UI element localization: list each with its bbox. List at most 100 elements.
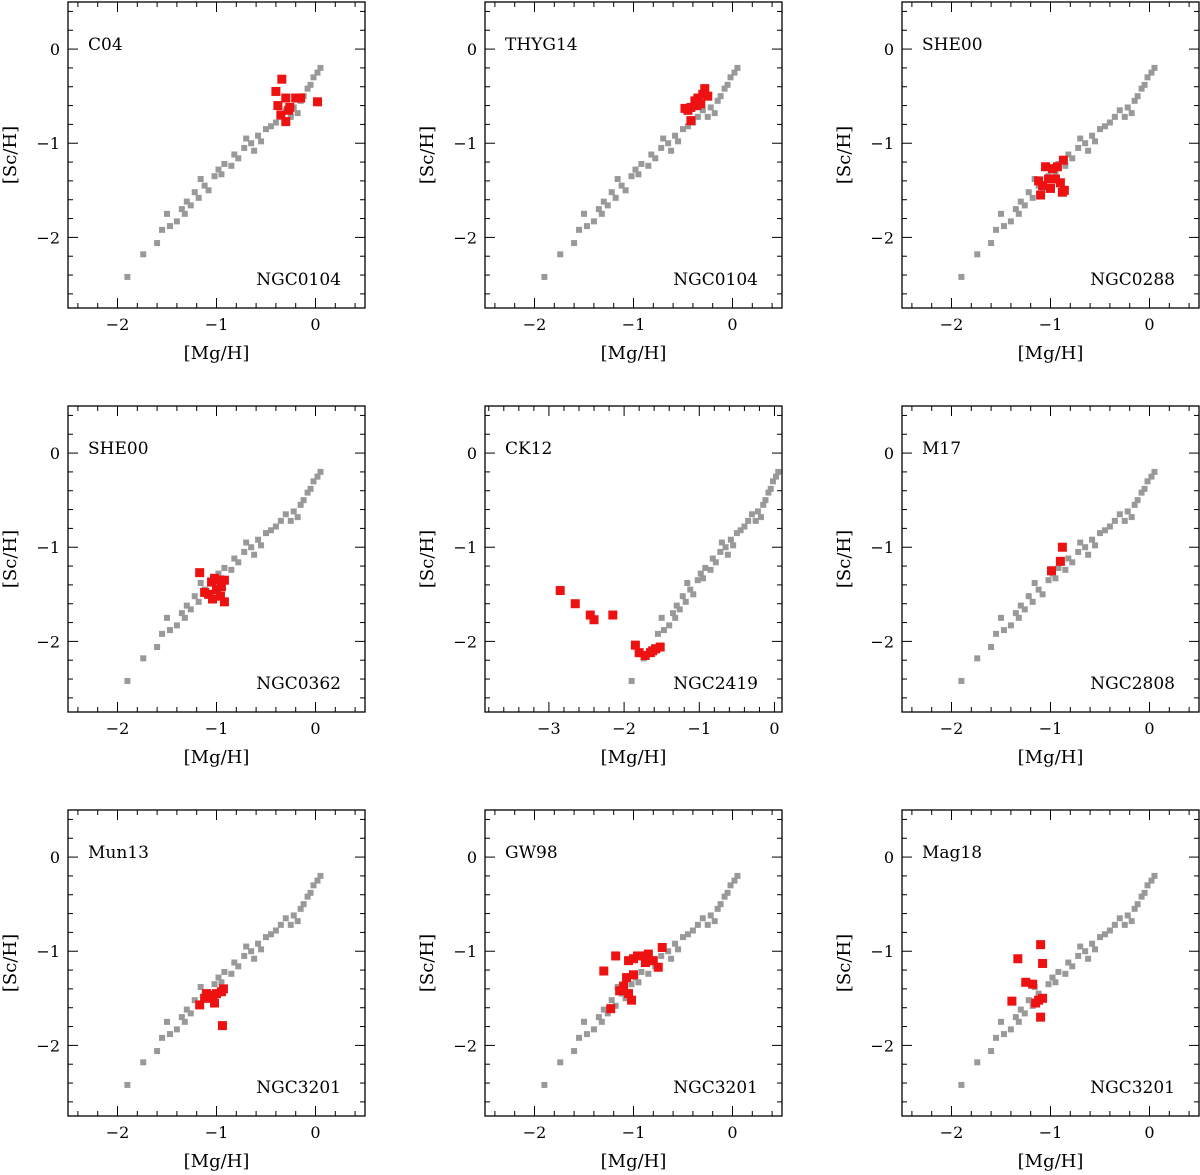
reference-point	[300, 497, 307, 504]
x-tick-label: −2	[612, 719, 636, 738]
cluster-label: NGC3201	[256, 1078, 341, 1098]
reference-point	[1075, 952, 1082, 959]
cluster-point	[202, 989, 212, 999]
reference-point	[1075, 144, 1082, 151]
x-axis-label: [Mg/H]	[184, 343, 250, 364]
reference-point	[993, 226, 1000, 233]
reference-point	[1007, 622, 1014, 629]
reference-point	[1131, 905, 1138, 912]
reference-point	[211, 173, 218, 180]
x-axis-label: [Mg/H]	[1018, 343, 1084, 364]
panel-9: −2 −1 0 −2 −1 0 [Mg/H] [Sc/H] Mag18 NGC3201	[834, 809, 1200, 1172]
reference-point	[1029, 598, 1036, 605]
reference-point	[1029, 194, 1036, 201]
reference-point	[1131, 97, 1138, 104]
reference-point	[1085, 147, 1092, 154]
reference-point	[1000, 627, 1007, 634]
reference-point	[183, 602, 190, 609]
x-axis-label: [Mg/H]	[184, 1151, 250, 1172]
y-tick-label: −1	[453, 134, 477, 153]
x-tick-label: −2	[106, 315, 130, 334]
reference-point	[1121, 921, 1128, 928]
reference-point	[178, 206, 185, 213]
reference-point	[221, 160, 228, 167]
cluster-point	[1047, 164, 1057, 174]
reference-point	[958, 1081, 965, 1088]
cluster-point	[693, 93, 703, 103]
x-tick-label: 0	[1144, 1123, 1154, 1142]
reference-point	[676, 606, 683, 613]
reference-point	[652, 155, 659, 162]
reference-point	[267, 931, 274, 938]
reference-point	[614, 176, 621, 183]
reference-point	[760, 501, 767, 508]
cluster-point	[1052, 162, 1062, 172]
reference-point	[1111, 921, 1118, 928]
cluster-point	[1013, 954, 1023, 964]
cluster-point	[277, 74, 287, 84]
reference-point	[287, 113, 294, 120]
reference-point	[741, 523, 748, 530]
reference-point	[1021, 202, 1028, 209]
reference-point	[679, 593, 686, 600]
reference-point	[140, 1059, 147, 1066]
reference-point	[164, 1018, 170, 1025]
cluster-point	[195, 568, 205, 578]
cluster-label: NGC2419	[673, 674, 758, 694]
reference-point	[218, 979, 225, 986]
cluster-point	[281, 117, 291, 127]
cluster-point	[570, 599, 580, 609]
reference-point	[140, 655, 147, 662]
source-label: THYG14	[505, 35, 578, 55]
reference-point	[1045, 577, 1052, 584]
reference-point	[248, 140, 255, 147]
cluster-point	[1036, 190, 1046, 200]
reference-point	[300, 901, 307, 908]
y-tick-label: 0	[467, 40, 477, 59]
reference-point	[722, 544, 729, 551]
reference-point	[235, 559, 242, 566]
reference-point	[757, 514, 764, 521]
reference-point	[1116, 107, 1123, 114]
cluster-point	[611, 951, 621, 961]
reference-point	[635, 171, 642, 178]
cluster-point	[686, 116, 696, 126]
reference-point	[159, 226, 166, 233]
panel-7: −2 −1 0 −2 −1 0 [Mg/H] [Sc/H] Mun13 NGC3201	[0, 809, 366, 1172]
reference-point	[263, 126, 269, 133]
reference-point	[541, 273, 548, 280]
source-label: GW98	[505, 843, 558, 863]
reference-point	[697, 570, 704, 577]
panel-8: −2 −1 0 −2 −1 0 [Mg/H] [Sc/H] GW98 NGC3201	[417, 809, 783, 1172]
reference-point	[197, 176, 204, 183]
reference-point	[571, 1048, 578, 1055]
reference-point	[251, 147, 258, 154]
reference-point	[1085, 955, 1092, 962]
reference-point	[598, 1018, 605, 1025]
reference-point	[154, 240, 161, 247]
reference-point	[665, 140, 672, 147]
reference-point	[1082, 948, 1089, 955]
x-tick-label: −3	[537, 719, 561, 738]
reference-point	[724, 889, 731, 896]
reference-point	[1141, 889, 1148, 896]
reference-point	[1141, 485, 1148, 492]
reference-point	[581, 210, 587, 217]
reference-point	[294, 514, 301, 521]
reference-point	[665, 948, 672, 955]
reference-point	[583, 223, 590, 230]
cluster-point	[640, 651, 650, 661]
reference-point	[154, 1048, 161, 1055]
x-tick-label: −2	[106, 1123, 130, 1142]
reference-point	[263, 530, 269, 537]
reference-point	[1128, 514, 1135, 521]
y-tick-label: −1	[453, 538, 477, 557]
reference-point	[187, 1010, 194, 1017]
y-tick-label: −2	[453, 1036, 477, 1055]
reference-point	[1065, 555, 1072, 562]
reference-point	[195, 194, 202, 201]
reference-point	[1021, 1010, 1028, 1017]
reference-point	[628, 677, 635, 684]
source-label: CK12	[505, 439, 552, 459]
reference-point	[1131, 501, 1138, 508]
